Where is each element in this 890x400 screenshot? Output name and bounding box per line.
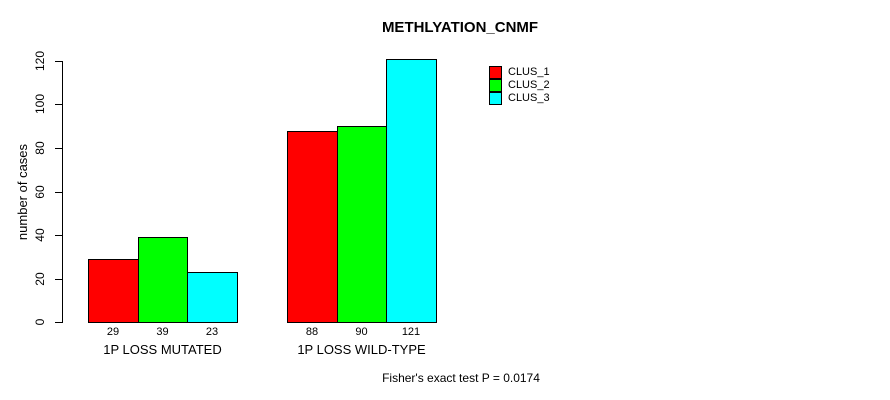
- y-tick-mark: [55, 322, 62, 323]
- legend-label: CLUS_2: [508, 79, 550, 91]
- chart-title: METHLYATION_CNMF: [381, 19, 539, 36]
- y-tick-label: 60: [33, 185, 47, 199]
- y-tick-mark: [55, 235, 62, 236]
- y-tick-label: 40: [33, 228, 47, 242]
- annotation-text: Fisher's exact test P = 0.0174: [382, 371, 540, 385]
- y-axis-label: number of cases: [15, 143, 30, 241]
- y-tick-label: 0: [33, 318, 47, 326]
- legend-label: CLUS_1: [508, 66, 550, 78]
- y-tick-label: 20: [33, 272, 47, 286]
- y-tick-label: 120: [33, 50, 47, 72]
- y-tick-mark: [55, 279, 62, 280]
- bar-clus_3-group2: [386, 59, 437, 323]
- y-tick-mark: [55, 192, 62, 193]
- y-axis-line: [62, 61, 63, 323]
- y-tick-mark: [55, 104, 62, 105]
- legend-swatch-icon: [489, 66, 502, 79]
- y-tick-mark: [55, 148, 62, 149]
- legend-item: CLUS_2: [489, 79, 550, 92]
- bar-clus_1-group1: [88, 259, 139, 323]
- bar-clus_1-group2: [287, 131, 338, 323]
- legend-item: CLUS_1: [489, 66, 550, 79]
- bar-value-label: 88: [305, 326, 319, 338]
- y-tick-mark: [55, 61, 62, 62]
- legend-swatch-icon: [489, 79, 502, 92]
- y-tick-label: 80: [33, 141, 47, 155]
- bar-value-label: 23: [205, 326, 219, 338]
- legend-label: CLUS_3: [508, 92, 550, 104]
- category-label: 1P LOSS MUTATED: [103, 342, 222, 357]
- legend: CLUS_1 CLUS_2 CLUS_3: [489, 66, 550, 105]
- bar-clus_2-group2: [337, 126, 387, 323]
- legend-item: CLUS_3: [489, 92, 550, 105]
- bar-value-label: 90: [355, 326, 368, 338]
- category-label: 1P LOSS WILD-TYPE: [297, 342, 426, 357]
- bar-value-label: 39: [156, 326, 169, 338]
- bar-clus_2-group1: [138, 237, 188, 323]
- y-tick-label: 100: [33, 93, 47, 115]
- bar-value-label: 29: [106, 326, 120, 338]
- legend-swatch-icon: [489, 92, 502, 105]
- bar-value-label: 121: [401, 326, 421, 338]
- bar-clus_3-group1: [187, 272, 238, 323]
